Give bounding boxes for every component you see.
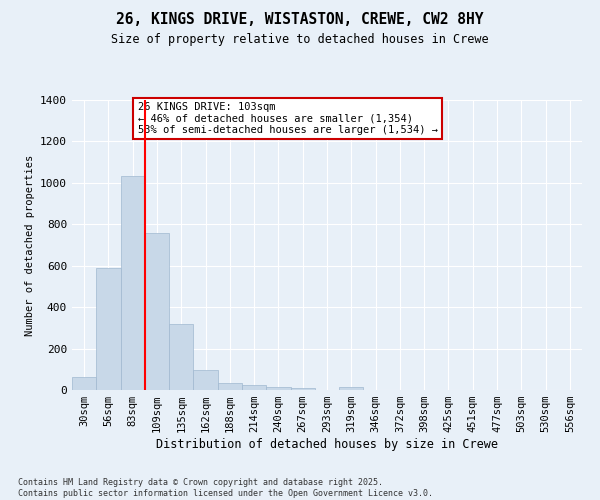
Bar bbox=[193, 370, 218, 390]
Bar bbox=[121, 176, 145, 390]
Text: 26 KINGS DRIVE: 103sqm
← 46% of detached houses are smaller (1,354)
53% of semi-: 26 KINGS DRIVE: 103sqm ← 46% of detached… bbox=[137, 102, 437, 136]
Bar bbox=[242, 386, 266, 390]
Bar bbox=[96, 268, 121, 390]
Bar bbox=[290, 388, 315, 390]
Bar bbox=[72, 376, 96, 390]
Bar bbox=[169, 324, 193, 390]
Text: Size of property relative to detached houses in Crewe: Size of property relative to detached ho… bbox=[111, 32, 489, 46]
Text: 26, KINGS DRIVE, WISTASTON, CREWE, CW2 8HY: 26, KINGS DRIVE, WISTASTON, CREWE, CW2 8… bbox=[116, 12, 484, 28]
Bar bbox=[145, 232, 169, 390]
Bar bbox=[266, 387, 290, 390]
Text: Contains HM Land Registry data © Crown copyright and database right 2025.
Contai: Contains HM Land Registry data © Crown c… bbox=[18, 478, 433, 498]
X-axis label: Distribution of detached houses by size in Crewe: Distribution of detached houses by size … bbox=[156, 438, 498, 451]
Bar bbox=[339, 387, 364, 390]
Y-axis label: Number of detached properties: Number of detached properties bbox=[25, 154, 35, 336]
Bar bbox=[218, 383, 242, 390]
